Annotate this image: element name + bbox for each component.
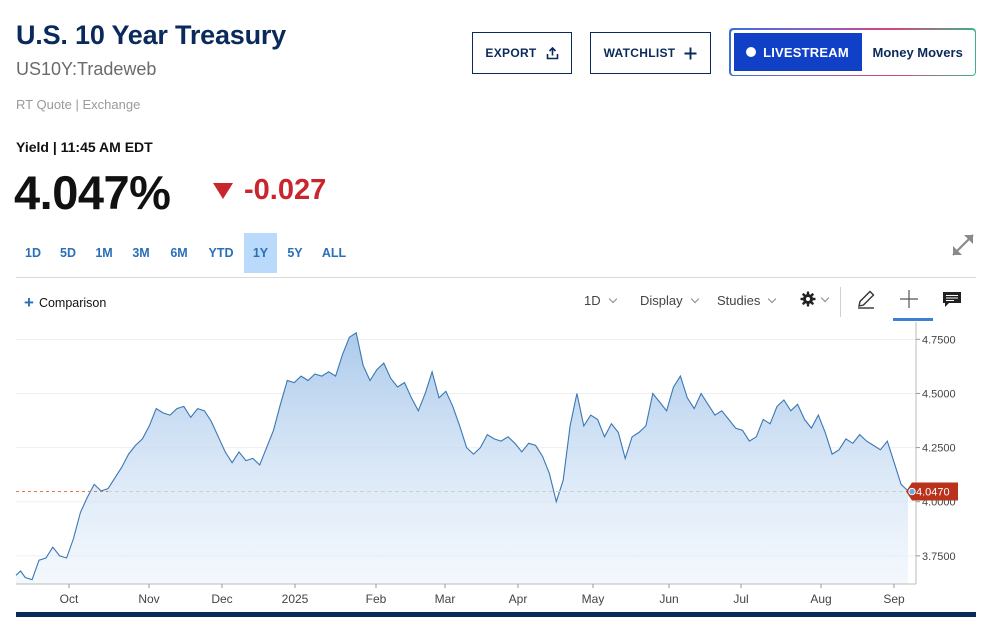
symbol-subtitle: US10Y:Tradeweb: [16, 59, 157, 79]
tab-range-1d[interactable]: 1D: [25, 246, 41, 260]
tab-range-1y[interactable]: 1Y: [244, 233, 277, 273]
x-tick-label: Jun: [659, 592, 678, 606]
last-price-tag: 4.0470: [906, 482, 958, 501]
comparison-button[interactable]: + Comparison: [24, 293, 107, 312]
interval-label: 1D: [584, 293, 601, 308]
x-tick-label: Oct: [60, 592, 79, 606]
x-tick-label: Dec: [211, 592, 232, 606]
price-change: -0.027: [244, 174, 327, 206]
last-price: 4.047%: [14, 166, 171, 219]
down-arrow-icon: [213, 183, 233, 199]
x-tick-label: Aug: [810, 592, 831, 606]
last-price-tag-label: 4.0470: [916, 487, 950, 499]
chart-area-fill: [16, 332, 908, 584]
plus-icon: [684, 47, 697, 59]
display-dropdown[interactable]: Display: [640, 293, 699, 308]
y-tick-label: 3.7500: [922, 551, 956, 563]
export-button[interactable]: EXPORT: [472, 32, 572, 74]
livestream-button[interactable]: LIVESTREAM: [733, 33, 862, 71]
money-movers-link[interactable]: Money Movers: [872, 44, 963, 60]
settings-dropdown[interactable]: [800, 291, 830, 307]
x-tick-label: Nov: [138, 592, 159, 606]
comparison-label: Comparison: [38, 296, 107, 310]
y-tick-label: 4.7500: [922, 334, 956, 346]
tab-range-5y[interactable]: 5Y: [287, 246, 303, 260]
x-tick-label: 2025: [282, 592, 309, 606]
plus-icon: +: [24, 293, 34, 312]
live-dot-icon: [746, 47, 757, 57]
y-tick-label: 4.2500: [922, 443, 956, 455]
active-tool-indicator: [893, 318, 933, 321]
tab-range-6m[interactable]: 6M: [170, 246, 188, 260]
x-tick-label: May: [582, 592, 605, 606]
tab-range-5d[interactable]: 5D: [60, 246, 76, 260]
page-title: U.S. 10 Year Treasury: [16, 20, 286, 50]
x-tick-label: Apr: [509, 592, 528, 606]
chevron-down-icon: [690, 294, 699, 304]
x-tick-label: Sep: [883, 592, 905, 606]
watchlist-label: WATCHLIST: [603, 46, 676, 60]
x-tick-label: Jul: [733, 592, 748, 606]
gear-icon: [800, 291, 816, 307]
toolbar-separator: [840, 287, 841, 317]
upload-icon: [546, 46, 558, 59]
livestream-widget: LIVESTREAM Money Movers: [729, 28, 976, 76]
interval-dropdown[interactable]: 1D: [584, 293, 617, 308]
chevron-down-icon: [820, 293, 830, 302]
expand-arrows-icon[interactable]: [950, 232, 976, 258]
studies-dropdown[interactable]: Studies: [717, 293, 777, 308]
chevron-down-icon: [608, 294, 617, 304]
chevron-down-icon: [768, 294, 777, 304]
chart-series-line: [15, 331, 909, 581]
time-range-tabs: 1D 5D 1M 3M 6M YTD 1Y 5Y ALL: [16, 233, 355, 273]
x-tick-label: Feb: [366, 592, 387, 606]
studies-label: Studies: [717, 293, 761, 308]
y-tick-label: 4.5000: [922, 388, 956, 400]
display-label: Display: [640, 293, 683, 308]
footer-bar: [16, 612, 976, 617]
comment-icon[interactable]: [941, 288, 963, 310]
quote-source: RT Quote | Exchange: [16, 97, 141, 112]
tab-range-3m[interactable]: 3M: [132, 246, 150, 260]
livestream-label: LIVESTREAM: [763, 44, 849, 60]
crosshair-icon[interactable]: [899, 288, 919, 310]
yield-timestamp: Yield | 11:45 AM EDT: [16, 139, 153, 155]
toolbar-divider: [16, 277, 976, 278]
tab-range-1m[interactable]: 1M: [95, 246, 113, 260]
tab-range-ytd[interactable]: YTD: [208, 246, 234, 260]
watchlist-button[interactable]: WATCHLIST: [590, 32, 711, 74]
export-label: EXPORT: [485, 46, 537, 60]
x-tick-label: Mar: [435, 592, 456, 606]
pencil-icon[interactable]: [855, 288, 877, 310]
tab-range-all[interactable]: ALL: [321, 246, 347, 260]
